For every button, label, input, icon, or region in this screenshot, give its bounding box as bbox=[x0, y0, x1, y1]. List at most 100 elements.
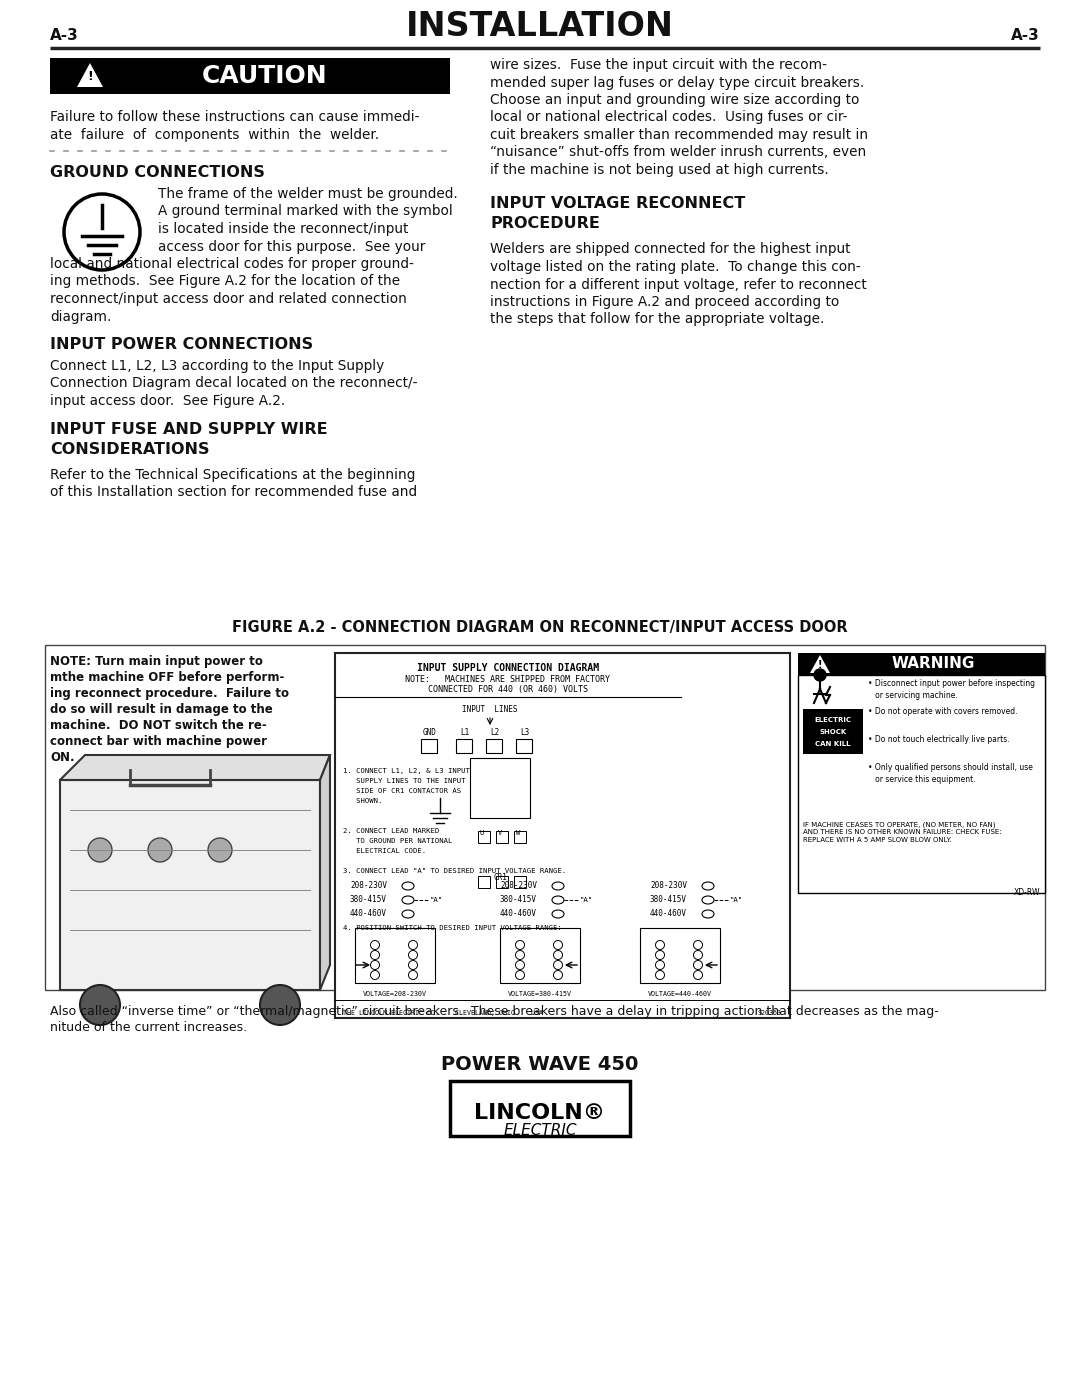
Text: wire sizes.  Fuse the input circuit with the recom-: wire sizes. Fuse the input circuit with … bbox=[490, 59, 827, 73]
Text: voltage listed on the rating plate.  To change this con-: voltage listed on the rating plate. To c… bbox=[490, 260, 861, 274]
Ellipse shape bbox=[402, 882, 414, 890]
Text: SHOWN.: SHOWN. bbox=[343, 798, 382, 805]
Circle shape bbox=[656, 950, 664, 960]
Circle shape bbox=[814, 669, 826, 680]
Text: SUPPLY LINES TO THE INPUT: SUPPLY LINES TO THE INPUT bbox=[343, 778, 465, 784]
Text: The frame of the welder must be grounded.: The frame of the welder must be grounded… bbox=[158, 187, 458, 201]
Text: ELECTRIC: ELECTRIC bbox=[814, 717, 851, 724]
Bar bbox=[50, 59, 450, 94]
Text: !: ! bbox=[818, 659, 822, 671]
Ellipse shape bbox=[552, 882, 564, 890]
Bar bbox=[470, 759, 530, 819]
Bar bbox=[496, 876, 508, 888]
Text: INPUT FUSE AND SUPPLY WIRE: INPUT FUSE AND SUPPLY WIRE bbox=[50, 422, 327, 436]
Text: L3: L3 bbox=[521, 728, 529, 738]
Circle shape bbox=[260, 985, 300, 1025]
Text: mended super lag fuses or delay type circuit breakers.: mended super lag fuses or delay type cir… bbox=[490, 75, 864, 89]
Text: 440-460V: 440-460V bbox=[500, 909, 537, 918]
Text: INPUT SUPPLY CONNECTION DIAGRAM: INPUT SUPPLY CONNECTION DIAGRAM bbox=[417, 664, 599, 673]
Polygon shape bbox=[320, 754, 330, 990]
Text: "A": "A" bbox=[730, 897, 743, 902]
Text: the steps that follow for the appropriate voltage.: the steps that follow for the appropriat… bbox=[490, 313, 824, 327]
Text: 208-230V: 208-230V bbox=[500, 882, 537, 890]
Bar bbox=[450, 1081, 630, 1136]
Text: SIDE OF CR1 CONTACTOR AS: SIDE OF CR1 CONTACTOR AS bbox=[343, 788, 461, 793]
Text: “nuisance” shut-offs from welder inrush currents, even: “nuisance” shut-offs from welder inrush … bbox=[490, 145, 866, 159]
Text: 2. CONNECT LEAD MARKED: 2. CONNECT LEAD MARKED bbox=[343, 828, 440, 834]
Ellipse shape bbox=[702, 882, 714, 890]
Bar bbox=[478, 831, 490, 842]
Text: SHOCK: SHOCK bbox=[820, 729, 847, 735]
Text: mthe machine OFF before perform-: mthe machine OFF before perform- bbox=[50, 671, 284, 685]
Bar bbox=[335, 652, 789, 1018]
Text: diagram.: diagram. bbox=[50, 310, 111, 324]
Polygon shape bbox=[810, 655, 831, 673]
Bar bbox=[798, 652, 1045, 675]
Circle shape bbox=[87, 838, 112, 862]
Bar bbox=[355, 928, 435, 983]
Text: ing methods.  See Figure A.2 for the location of the: ing methods. See Figure A.2 for the loca… bbox=[50, 274, 400, 289]
Text: CONSIDERATIONS: CONSIDERATIONS bbox=[50, 441, 210, 457]
Text: Refer to the Technical Specifications at the beginning: Refer to the Technical Specifications at… bbox=[50, 468, 416, 482]
Ellipse shape bbox=[402, 909, 414, 918]
Circle shape bbox=[408, 940, 418, 950]
Circle shape bbox=[693, 940, 702, 950]
Text: LINCOLN®: LINCOLN® bbox=[474, 1104, 606, 1123]
Text: Also called “inverse time” or “thermal/magnetic” circuit breakers.  These breake: Also called “inverse time” or “thermal/m… bbox=[50, 1004, 939, 1018]
Circle shape bbox=[80, 985, 120, 1025]
Text: A ground terminal marked with the symbol: A ground terminal marked with the symbol bbox=[158, 204, 453, 218]
Circle shape bbox=[554, 940, 563, 950]
Circle shape bbox=[370, 950, 379, 960]
Bar bbox=[514, 831, 526, 842]
Circle shape bbox=[554, 961, 563, 970]
Ellipse shape bbox=[552, 909, 564, 918]
Text: GND: GND bbox=[423, 728, 437, 738]
Bar bbox=[486, 739, 502, 753]
Text: W: W bbox=[516, 830, 521, 835]
Bar bbox=[496, 831, 508, 842]
Text: 380-415V: 380-415V bbox=[350, 895, 387, 904]
Circle shape bbox=[656, 961, 664, 970]
Text: nitude of the current increases.: nitude of the current increases. bbox=[50, 1021, 247, 1034]
Text: XD-RW: XD-RW bbox=[1013, 888, 1040, 897]
Ellipse shape bbox=[702, 909, 714, 918]
Text: L1: L1 bbox=[460, 728, 470, 738]
Text: IF MACHINE CEASES TO OPERATE, (NO METER, NO FAN)
AND THERE IS NO OTHER KNOWN FAI: IF MACHINE CEASES TO OPERATE, (NO METER,… bbox=[804, 821, 1001, 844]
Text: ate  failure  of  components  within  the  welder.: ate failure of components within the wel… bbox=[50, 127, 379, 141]
Circle shape bbox=[370, 940, 379, 950]
Bar bbox=[478, 876, 490, 888]
Circle shape bbox=[515, 940, 525, 950]
Text: cuit breakers smaller than recommended may result in: cuit breakers smaller than recommended m… bbox=[490, 129, 868, 142]
Text: of this Installation section for recommended fuse and: of this Installation section for recomme… bbox=[50, 485, 417, 499]
Text: S20363: S20363 bbox=[758, 1010, 782, 1016]
Text: 208-230V: 208-230V bbox=[350, 882, 387, 890]
Bar bbox=[798, 675, 1045, 893]
Text: Failure to follow these instructions can cause immedi-: Failure to follow these instructions can… bbox=[50, 110, 419, 124]
Text: THE LINCOLN ELECTRIC CO.    CLEVELAND, OHIO    USA: THE LINCOLN ELECTRIC CO. CLEVELAND, OHIO… bbox=[343, 1010, 543, 1016]
Text: !: ! bbox=[87, 70, 93, 84]
Text: • Do not touch electrically live parts.: • Do not touch electrically live parts. bbox=[868, 735, 1010, 745]
Circle shape bbox=[554, 971, 563, 979]
Text: TO GROUND PER NATIONAL: TO GROUND PER NATIONAL bbox=[343, 838, 453, 844]
Bar bbox=[421, 739, 437, 753]
Text: A-3: A-3 bbox=[1011, 28, 1040, 43]
Circle shape bbox=[208, 838, 232, 862]
Text: GROUND CONNECTIONS: GROUND CONNECTIONS bbox=[50, 165, 265, 180]
Text: INSTALLATION: INSTALLATION bbox=[406, 10, 674, 43]
Text: • Do not operate with covers removed.: • Do not operate with covers removed. bbox=[868, 707, 1017, 717]
Circle shape bbox=[693, 950, 702, 960]
Text: machine.  DO NOT switch the re-: machine. DO NOT switch the re- bbox=[50, 719, 267, 732]
Ellipse shape bbox=[402, 895, 414, 904]
Circle shape bbox=[515, 961, 525, 970]
Polygon shape bbox=[77, 63, 103, 87]
Text: CAUTION: CAUTION bbox=[202, 64, 328, 88]
Text: CR1: CR1 bbox=[494, 873, 507, 882]
Text: access door for this purpose.  See your: access door for this purpose. See your bbox=[158, 239, 426, 253]
Circle shape bbox=[408, 961, 418, 970]
Text: Choose an input and grounding wire size according to: Choose an input and grounding wire size … bbox=[490, 94, 860, 108]
Circle shape bbox=[656, 971, 664, 979]
Text: Connection Diagram decal located on the reconnect/-: Connection Diagram decal located on the … bbox=[50, 377, 418, 391]
Circle shape bbox=[370, 971, 379, 979]
Circle shape bbox=[370, 961, 379, 970]
Text: Connect L1, L2, L3 according to the Input Supply: Connect L1, L2, L3 according to the Inpu… bbox=[50, 359, 384, 373]
